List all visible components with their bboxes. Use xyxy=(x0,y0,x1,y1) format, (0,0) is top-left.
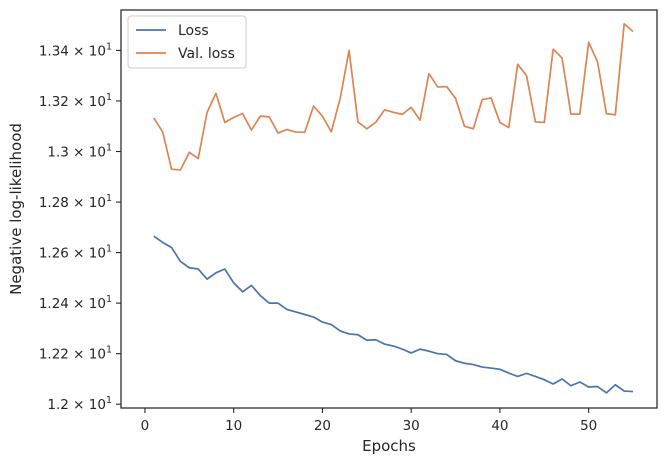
x-axis-title: Epochs xyxy=(362,437,416,455)
y-tick-label: 1.32 × 101 xyxy=(39,92,112,110)
x-tick-label: 50 xyxy=(580,418,597,434)
series-layer xyxy=(153,23,634,394)
y-axis-title: Negative log-likelihood xyxy=(7,123,25,295)
x-tick-label: 0 xyxy=(141,418,150,434)
y-tick-label: 1.26 × 101 xyxy=(39,244,112,262)
x-tick-label: 30 xyxy=(403,418,420,434)
series-line-loss xyxy=(153,235,634,394)
x-tick-label: 40 xyxy=(491,418,508,434)
y-tick-label: 1.22 × 101 xyxy=(39,345,112,363)
legend: Loss Val. loss xyxy=(127,15,247,69)
plot-frame xyxy=(120,9,658,409)
y-tick-label: 1.24 × 101 xyxy=(39,294,112,312)
legend-box xyxy=(127,15,247,69)
x-tick-label: 10 xyxy=(225,418,242,434)
legend-label-val-loss: Val. loss xyxy=(178,46,235,62)
x-axis-ticks: 0 10 20 30 40 50 xyxy=(141,408,597,434)
y-tick-label: 1.3 × 101 xyxy=(47,143,112,161)
y-axis-ticks: 1.2 × 101 1.22 × 101 1.24 × 101 1.26 × 101 1… xyxy=(39,41,121,413)
y-tick-label: 1.28 × 101 xyxy=(39,193,112,211)
legend-label-loss: Loss xyxy=(178,23,209,39)
y-tick-label: 1.2 × 101 xyxy=(47,395,112,413)
y-tick-label: 1.34 × 101 xyxy=(39,41,112,59)
x-tick-label: 20 xyxy=(314,418,331,434)
series-line-val-loss xyxy=(153,23,634,171)
